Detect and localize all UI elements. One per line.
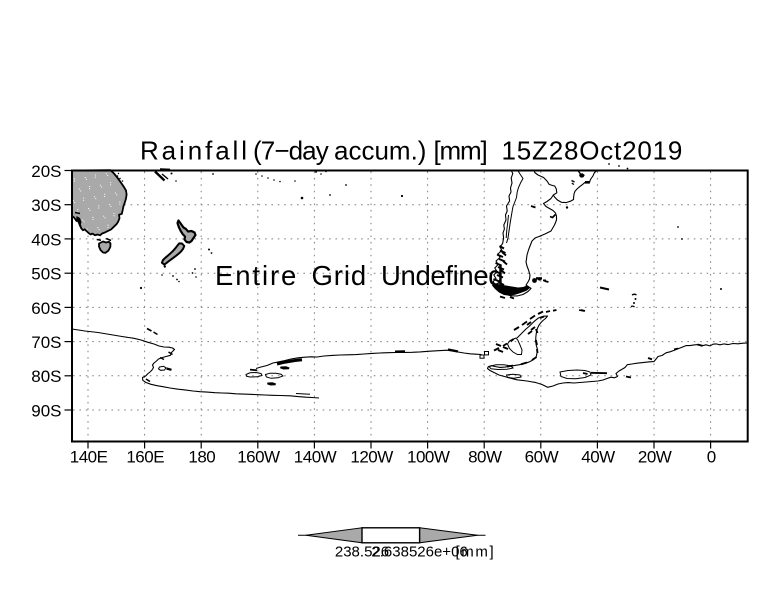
svg-text:160E: 160E [126,448,164,467]
svg-text:160W: 160W [237,448,280,467]
svg-text:40W: 40W [581,448,615,467]
svg-text:140E: 140E [70,448,108,467]
svg-text:100W: 100W [407,448,450,467]
svg-text:80W: 80W [468,448,502,467]
svg-text:60S: 60S [31,299,61,318]
svg-text:60W: 60W [525,448,559,467]
svg-text:50S: 50S [31,265,61,284]
svg-text:30S: 30S [31,196,61,215]
svg-text:120W: 120W [350,448,393,467]
svg-text:140W: 140W [294,448,337,467]
svg-text:238.526: 238.526 [335,544,389,561]
svg-text:90S: 90S [31,401,61,420]
svg-text:20S: 20S [31,162,61,181]
svg-text:2.638526e+06: 2.638526e+06 [371,544,467,561]
svg-text:70S: 70S [31,333,61,352]
svg-text:0: 0 [707,448,716,467]
svg-text:[mm]: [mm] [456,544,496,561]
svg-text:20W: 20W [638,448,672,467]
svg-text:40S: 40S [31,230,61,249]
svg-text:180: 180 [188,448,215,467]
svg-text:80S: 80S [31,367,61,386]
